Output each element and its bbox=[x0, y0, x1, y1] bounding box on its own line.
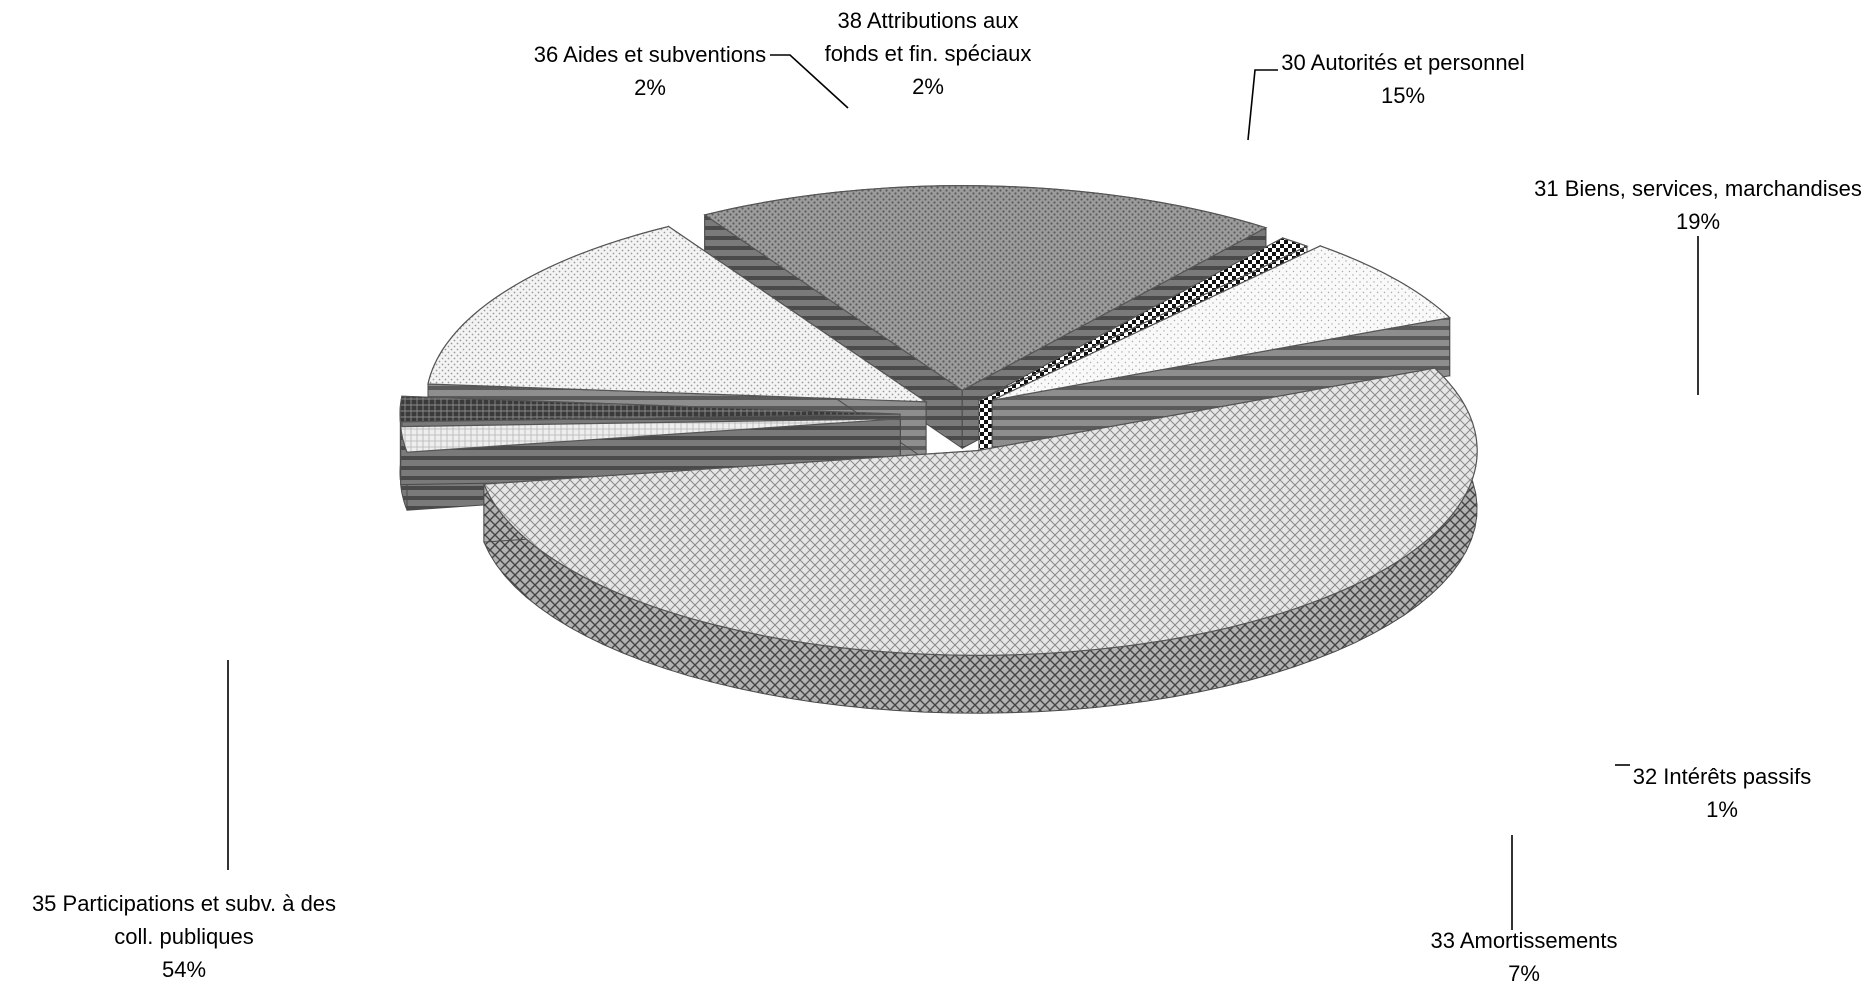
slice-label-5-line-3: 54% bbox=[162, 957, 206, 982]
leader-line-6 bbox=[770, 54, 849, 109]
slice-label-6-line-1: 36 Aides et subventions bbox=[534, 42, 766, 67]
slice-label-7-line-2: fonds et fin. spéciaux bbox=[825, 41, 1032, 66]
leader-line-1 bbox=[1247, 69, 1278, 141]
slice-label-4: 33 Amortissements 7% bbox=[1430, 835, 1618, 983]
slice-label-3: 32 Intérêts passifs 1% bbox=[1615, 764, 1811, 822]
slice-label-5: 35 Participations et subv. à des coll. pu… bbox=[32, 660, 336, 982]
slice-label-1-line-1: 30 Autorités et personnel bbox=[1281, 50, 1524, 75]
slice-label-6-line-2: 2% bbox=[634, 75, 666, 100]
slice-label-7-line-1: 38 Attributions aux bbox=[837, 8, 1018, 33]
slice-label-1-line-2: 15% bbox=[1381, 83, 1425, 108]
pie-slice-4 bbox=[991, 245, 1451, 460]
slice-label-7-line-3: 2% bbox=[912, 74, 944, 99]
slice-label-5-line-2: coll. publiques bbox=[114, 924, 253, 949]
slice-label-4-line-2: 7% bbox=[1508, 961, 1540, 983]
slice-label-5-line-1: 35 Participations et subv. à des bbox=[32, 891, 336, 916]
slice-label-1: 30 Autorités et personnel 15% bbox=[1247, 50, 1525, 141]
slice-label-3-line-1: 32 Intérêts passifs bbox=[1633, 764, 1812, 789]
slice-label-2: 31 Biens, services, marchandises 19% bbox=[1534, 176, 1862, 395]
pie-slice-5 bbox=[483, 366, 1478, 714]
slice-label-7: 38 Attributions aux fonds et fin. spéciau… bbox=[825, 8, 1032, 99]
slice-label-2-line-1: 31 Biens, services, marchandises bbox=[1534, 176, 1862, 201]
slice-label-6: 36 Aides et subventions 2% bbox=[534, 42, 849, 109]
slice-label-3-line-2: 1% bbox=[1706, 797, 1738, 822]
slice-label-2-line-2: 19% bbox=[1676, 209, 1720, 234]
slice-label-4-line-1: 33 Amortissements bbox=[1430, 928, 1617, 953]
